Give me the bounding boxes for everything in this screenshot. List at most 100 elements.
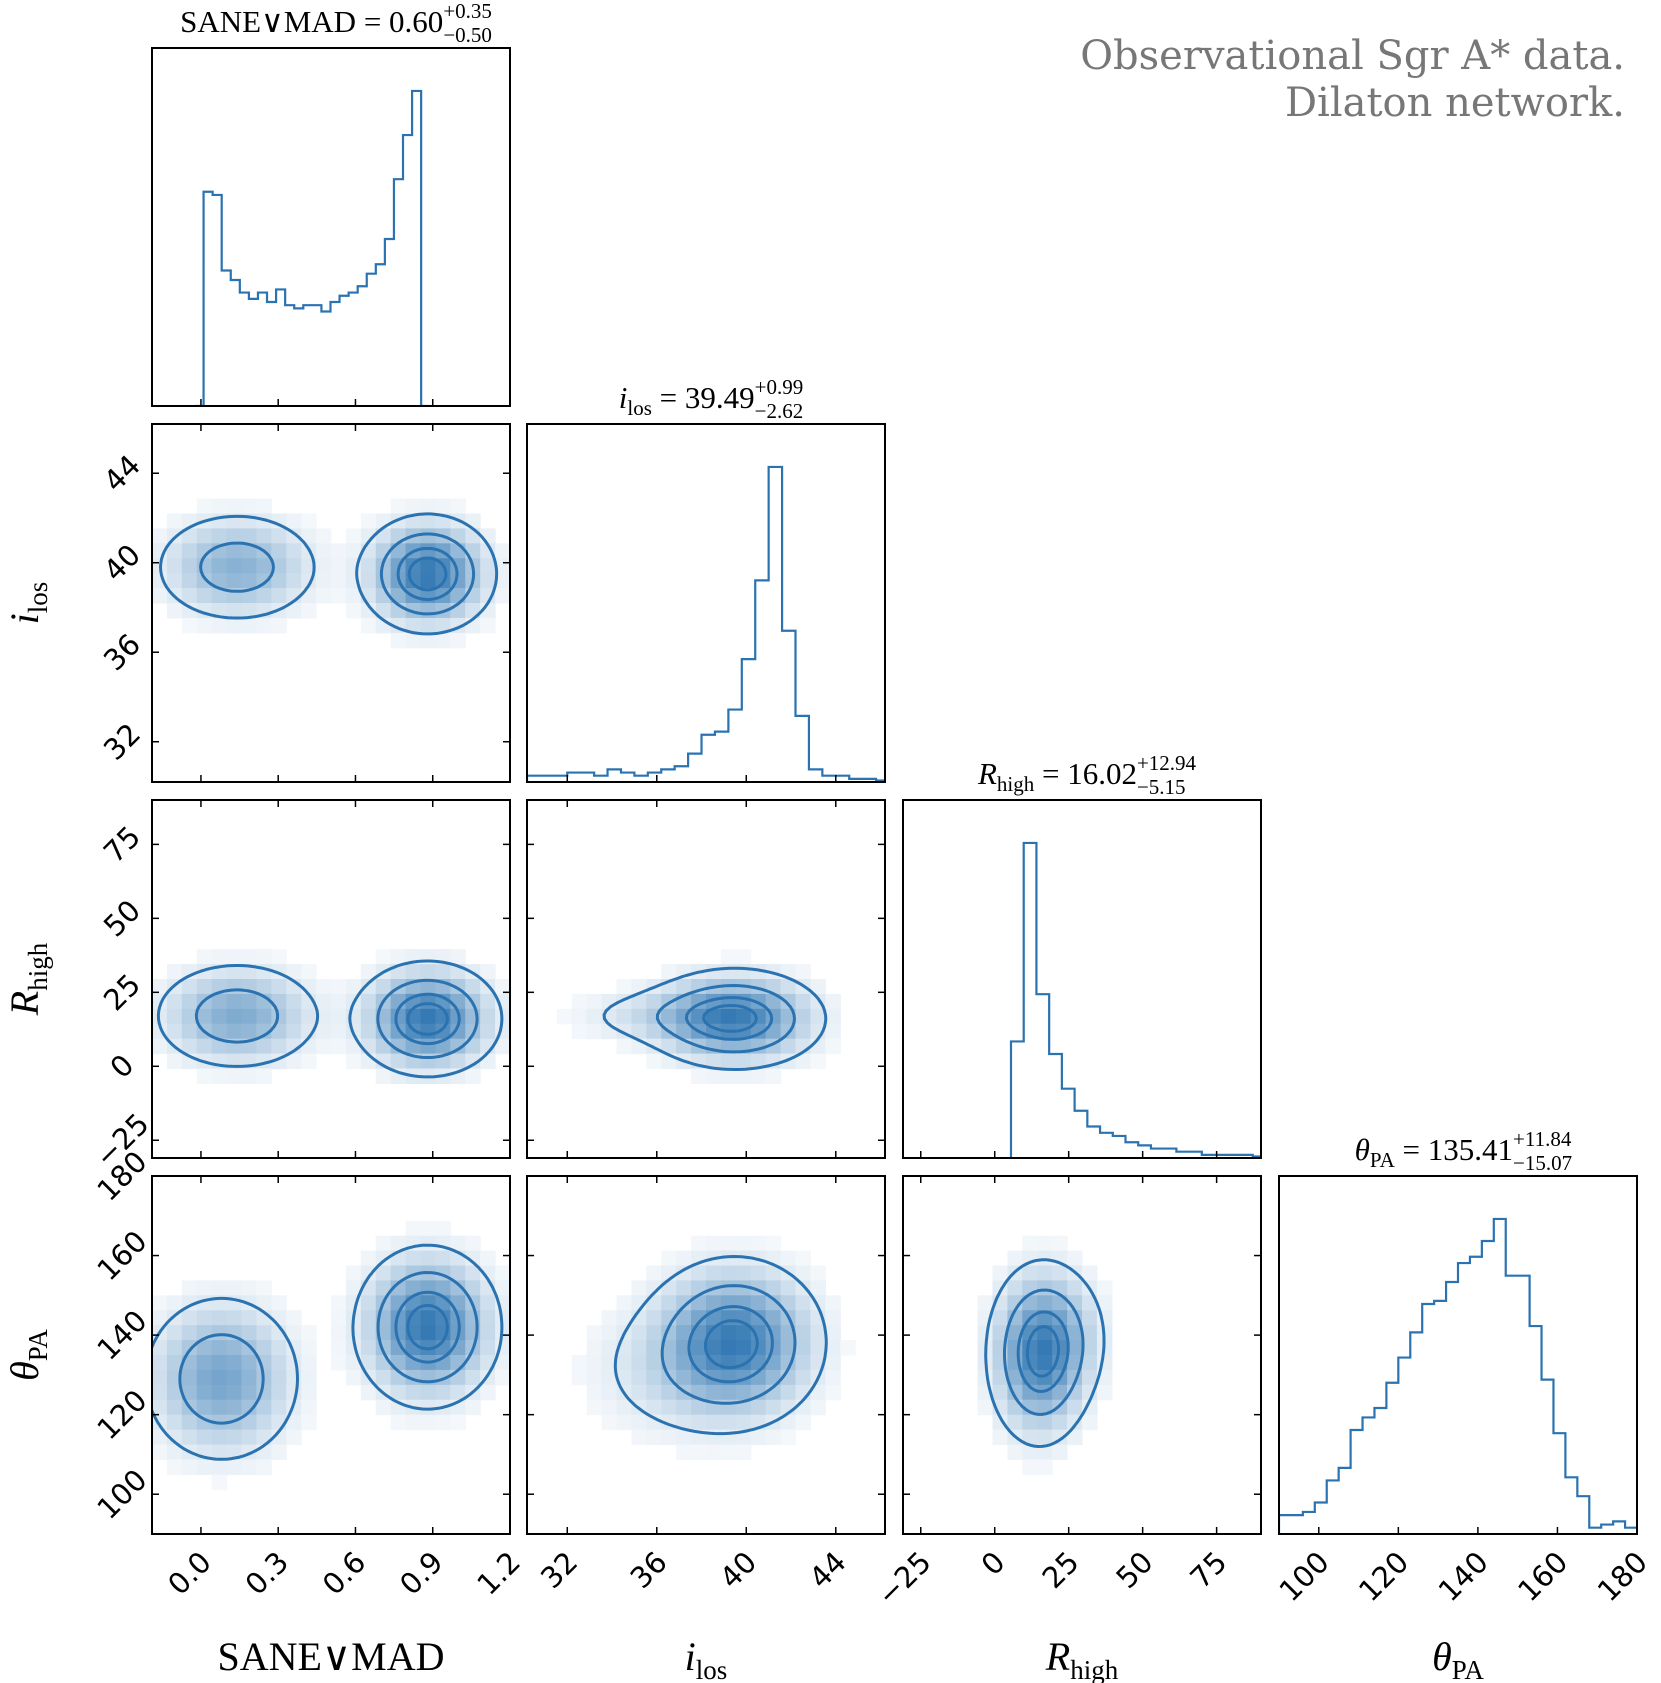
density-cell xyxy=(226,979,243,995)
density-cell xyxy=(226,498,243,515)
density-cell xyxy=(196,949,213,965)
density-cell xyxy=(631,1429,647,1446)
density-cell xyxy=(1037,1295,1053,1311)
density-cell xyxy=(691,1414,707,1431)
x-tick-label: 36 xyxy=(624,1545,674,1595)
density-cell xyxy=(601,1355,618,1371)
contour-line-1 xyxy=(152,1243,504,1461)
density-cell xyxy=(286,558,302,574)
density-cell xyxy=(706,1384,722,1401)
density-cell xyxy=(720,1280,737,1296)
density-cell xyxy=(196,1369,213,1386)
density-cell xyxy=(360,573,377,589)
density-cell xyxy=(450,1235,466,1252)
density-cell xyxy=(301,1355,317,1371)
density-cell xyxy=(795,1325,812,1341)
density-cell xyxy=(286,1053,302,1070)
density-cell xyxy=(435,498,451,515)
density-cell xyxy=(646,1023,662,1040)
density-cell xyxy=(780,1429,797,1446)
density-cell xyxy=(301,1008,317,1025)
y-axis-label-ilos: ilos xyxy=(2,582,53,625)
contour-line-4 xyxy=(407,556,448,592)
density-cell xyxy=(211,528,228,544)
density-cell xyxy=(405,617,422,634)
density-cell xyxy=(706,1340,722,1356)
hist-panel-sane: SANE∨MAD = 0.60+0.35−0.50 xyxy=(151,0,511,407)
density-cell xyxy=(750,964,767,980)
x-axis-label-text: SANE∨MAD xyxy=(217,1634,444,1679)
density-cell xyxy=(646,1325,662,1341)
x-tick-label: 0.6 xyxy=(316,1545,373,1602)
density-cell xyxy=(465,1399,481,1416)
density-cell xyxy=(450,498,466,515)
density-cell xyxy=(420,528,437,544)
density-cell xyxy=(196,979,213,995)
density-cell xyxy=(390,1340,407,1356)
density-cell xyxy=(241,1008,258,1025)
contour-line-2 xyxy=(1003,1288,1085,1416)
density-cell xyxy=(256,1038,272,1055)
density-cell xyxy=(196,1038,213,1055)
density-cell xyxy=(586,1325,603,1341)
density-cell xyxy=(316,1038,332,1055)
density-cell xyxy=(241,1459,258,1475)
density-cell xyxy=(271,1340,287,1356)
title-upper-error: +11.84 xyxy=(1513,1127,1572,1151)
contour-line-2 xyxy=(655,984,796,1054)
density-cell xyxy=(661,1038,677,1055)
density-cell xyxy=(166,964,183,980)
density-cell xyxy=(226,993,243,1010)
density-cell xyxy=(271,979,287,995)
contour-line-4 xyxy=(406,1303,449,1351)
x-axis-label-rhigh: Rhigh xyxy=(1045,1634,1119,1683)
density-cell xyxy=(211,1444,228,1461)
density-cell xyxy=(616,1295,633,1311)
density-cell xyxy=(226,1369,243,1386)
density-cell xyxy=(286,993,302,1010)
contour-line-4 xyxy=(702,1004,758,1033)
density-cell xyxy=(780,979,797,995)
density-cell xyxy=(360,964,377,980)
title-upper-error: +12.94 xyxy=(1137,751,1197,775)
y-axis-label-subscript: PA xyxy=(23,1329,53,1362)
x-tick-label: 140 xyxy=(1432,1545,1495,1608)
density-cell xyxy=(271,588,287,604)
density-cell xyxy=(780,1280,797,1296)
density-cell xyxy=(360,558,377,574)
density-cell xyxy=(676,1295,692,1311)
contour-line-4 xyxy=(1025,1325,1060,1378)
density-cell xyxy=(301,603,317,619)
density-cell xyxy=(720,1444,737,1461)
density-cell xyxy=(616,1399,633,1416)
density-cell xyxy=(301,1325,317,1341)
density-cell xyxy=(495,573,510,589)
density-cell xyxy=(241,1369,258,1386)
density-cell xyxy=(720,1325,737,1341)
density-cell xyxy=(735,1414,752,1431)
density-cell xyxy=(241,949,258,965)
density-cell xyxy=(316,543,332,559)
density-cell xyxy=(390,498,407,515)
density-cell xyxy=(196,1399,213,1416)
density-cell xyxy=(810,1384,826,1401)
density-cell xyxy=(390,1038,407,1055)
density-cell xyxy=(420,1220,437,1237)
histogram-step-line xyxy=(1009,841,1261,1158)
density-cell xyxy=(181,1038,198,1055)
density-cell xyxy=(571,1023,588,1040)
density-cell xyxy=(616,1008,633,1025)
density-cell xyxy=(166,1429,183,1446)
x-tick-label: 50 xyxy=(1109,1545,1159,1595)
density-cell xyxy=(211,1038,228,1055)
density-cell xyxy=(780,1384,797,1401)
density-cell xyxy=(256,1295,272,1311)
density-cell xyxy=(676,1325,692,1341)
density-cell xyxy=(450,1280,466,1296)
density-cell xyxy=(420,573,437,589)
density-cell xyxy=(720,964,737,980)
density-cell xyxy=(1052,1265,1068,1282)
density-cell xyxy=(1022,1459,1038,1475)
density-layer xyxy=(152,949,510,1085)
density-cell xyxy=(286,1325,302,1341)
